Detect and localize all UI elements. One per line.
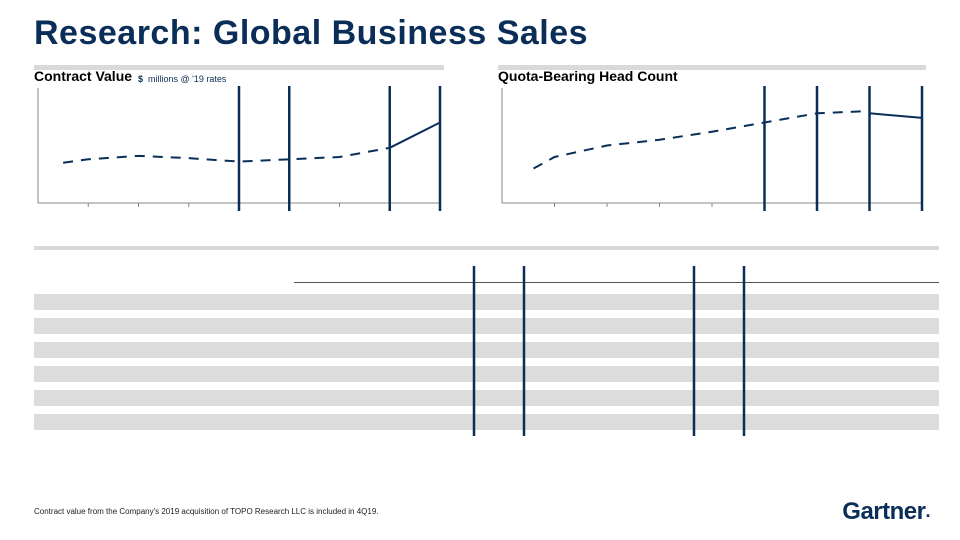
slide-title: Research: Global Business Sales: [34, 14, 588, 53]
logo-dot: .: [925, 501, 930, 521]
chart-svg: [498, 70, 926, 215]
slide: Research: Global Business Sales Contract…: [0, 0, 960, 540]
logo-text: Gartner: [842, 498, 925, 525]
contract-value-chart: Contract Value $ millions @ '19 rates: [34, 70, 444, 215]
gartner-logo: Gartner.: [842, 498, 930, 526]
chart-svg: [34, 70, 444, 215]
table-vlines: [34, 246, 939, 446]
headcount-chart: Quota-Bearing Head Count: [498, 70, 926, 215]
footnote: Contract value from the Company's 2019 a…: [34, 507, 379, 516]
